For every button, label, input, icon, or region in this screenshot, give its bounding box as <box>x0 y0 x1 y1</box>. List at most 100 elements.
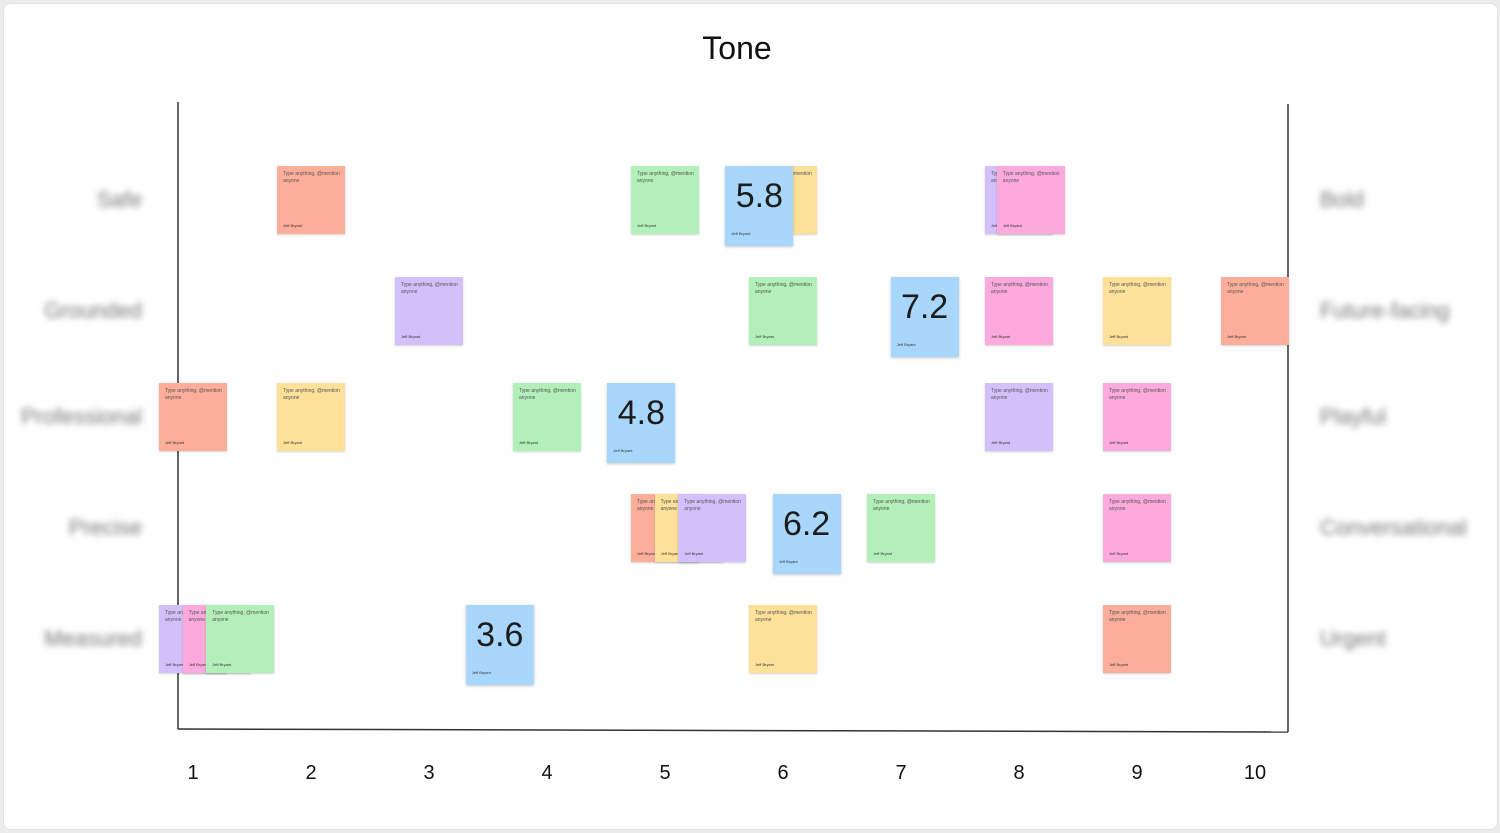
sticky-note[interactable]: Type anything, @mention anyone Jeff Bryan… <box>1103 383 1171 451</box>
average-score-note[interactable]: 5.8 Jeff Bryant <box>725 166 794 246</box>
sticky-note[interactable]: Type anything, @mention anyone Jeff Bryan… <box>1103 277 1171 345</box>
scale-frame <box>177 102 1289 733</box>
left-scale-label: Safe <box>96 187 142 212</box>
sticky-note[interactable]: Type anything, @mention anyone Jeff Bryan… <box>985 277 1053 345</box>
x-tick-label: 5 <box>659 762 671 784</box>
x-tick-label: 10 <box>1243 762 1267 784</box>
sticky-note-author: Jeff Bryant <box>684 551 704 556</box>
sticky-note[interactable]: Type anything, @mention anyone Jeff Bryan… <box>1221 277 1289 345</box>
x-axis <box>177 728 1289 733</box>
sticky-note-text: Type anything, @mention anyone <box>401 282 458 295</box>
sticky-note[interactable]: Type anything, @mention anyone Jeff Bryan… <box>867 494 935 562</box>
x-tick-label: 7 <box>895 762 907 784</box>
sticky-note[interactable]: Type anything, @mention anyone Jeff Bryan… <box>1103 605 1171 673</box>
sticky-note-text: Type anything, @mention anyone <box>1109 282 1166 295</box>
sticky-note-author: Jeff Bryant <box>283 223 303 228</box>
sticky-note-author: Jeff Bryant <box>1109 551 1129 556</box>
average-score-author: Jeff Bryant <box>471 670 491 675</box>
average-score-note[interactable]: 3.6 Jeff Bryant <box>465 605 534 685</box>
average-score-author: Jeff Bryant <box>896 342 916 347</box>
x-tick-label: 4 <box>541 762 553 784</box>
sticky-note-text: Type anything, @mention anyone <box>684 499 741 512</box>
average-score-author: Jeff Bryant <box>731 231 751 236</box>
average-score-note[interactable]: 7.2 Jeff Bryant <box>890 277 959 357</box>
right-scale-label: Urgent <box>1320 626 1387 651</box>
average-score-note[interactable]: 4.8 Jeff Bryant <box>607 383 676 463</box>
left-scale-label: Professional <box>20 404 142 429</box>
sticky-note[interactable]: Type anything, @mention anyone Jeff Bryan… <box>631 166 699 234</box>
sticky-note-author: Jeff Bryant <box>873 551 893 556</box>
sticky-note-text: Type anything, @mention anyone <box>519 388 576 401</box>
sticky-note[interactable]: Type anything, @mention anyone Jeff Bryan… <box>277 166 345 234</box>
sticky-note[interactable]: Type anything, @mention anyone Jeff Bryan… <box>749 277 817 345</box>
sticky-note-text: Type anything, @mention anyone <box>1109 610 1166 623</box>
sticky-note-author: Jeff Bryant <box>165 662 185 667</box>
sticky-note-author: Jeff Bryant <box>755 334 775 339</box>
sticky-note-author: Jeff Bryant <box>1109 662 1129 667</box>
x-tick-label: 6 <box>777 762 789 784</box>
sticky-note[interactable]: Type anything, @mention anyone Jeff Bryan… <box>985 383 1053 451</box>
sticky-note-author: Jeff Bryant <box>991 334 1011 339</box>
x-tick-label: 3 <box>423 762 435 784</box>
sticky-note-text: Type anything, @mention anyone <box>212 610 269 623</box>
sticky-note-author: Jeff Bryant <box>637 551 657 556</box>
average-score-value: 3.6 <box>476 616 524 654</box>
sticky-note-text: Type anything, @mention anyone <box>165 388 222 401</box>
sticky-note-text: Type anything, @mention anyone <box>637 171 694 184</box>
sticky-note[interactable]: Type anything, @mention anyone Jeff Bryan… <box>159 383 227 451</box>
average-score-author: Jeff Bryant <box>613 448 633 453</box>
left-scale-label: Grounded <box>44 298 142 323</box>
sticky-note-text: Type anything, @mention anyone <box>755 282 812 295</box>
sticky-note-text: Type anything, @mention anyone <box>1109 388 1166 401</box>
right-scale-label: Bold <box>1320 187 1365 212</box>
sticky-note-author: Jeff Bryant <box>1109 440 1129 445</box>
sticky-note-text: Type anything, @mention anyone <box>1002 171 1060 184</box>
sticky-note[interactable]: Type anything, @mention anyone Jeff Bryan… <box>1103 494 1171 562</box>
board-title: Tone <box>702 30 772 66</box>
x-tick-label: 8 <box>1013 762 1025 784</box>
sticky-note[interactable]: Type anything, @mention anyone Jeff Bryan… <box>749 605 817 673</box>
average-score-value: 6.2 <box>782 505 831 543</box>
average-score-value: 4.8 <box>617 394 666 432</box>
whiteboard-canvas[interactable]: Tone Safe Grounded Professional Precise Meas… <box>3 3 1498 830</box>
sticky-note-text: Type anything, @mention anyone <box>873 499 930 512</box>
sticky-note-author: Jeff Bryant <box>401 334 421 339</box>
sticky-note-author: Jeff Bryant <box>283 440 303 445</box>
x-tick-label: 2 <box>305 762 317 784</box>
sticky-note[interactable]: Type anything, @mention anyone Jeff Bryan… <box>395 277 463 345</box>
sticky-note-author: Jeff Bryant <box>660 551 680 556</box>
sticky-note-author: Jeff Bryant <box>1227 334 1247 339</box>
sticky-note-author: Jeff Bryant <box>637 223 657 228</box>
sticky-note[interactable]: Type anything, @mention anyone Jeff Bryan… <box>513 383 581 451</box>
sticky-note-author: Jeff Bryant <box>755 662 775 667</box>
sticky-note-author: Jeff Bryant <box>188 662 208 667</box>
sticky-note-text: Type anything, @mention anyone <box>283 171 340 184</box>
sticky-note[interactable]: Type anything, @mention anyone Jeff Bryan… <box>277 383 345 451</box>
sticky-note-author: Jeff Bryant <box>1002 223 1022 228</box>
left-scale-label: Precise <box>68 515 142 540</box>
sticky-note-text: Type anything, @mention anyone <box>755 610 812 623</box>
sticky-note[interactable]: Type anything, @mention anyone Jeff Bryan… <box>996 166 1065 234</box>
sticky-note-author: Jeff Bryant <box>212 662 232 667</box>
sticky-note-text: Type anything, @mention anyone <box>1109 499 1166 512</box>
sticky-note-author: Jeff Bryant <box>1109 334 1129 339</box>
sticky-note-author: Jeff Bryant <box>519 440 539 445</box>
average-score-author: Jeff Bryant <box>778 559 798 564</box>
average-score-note[interactable]: 6.2 Jeff Bryant <box>772 494 841 574</box>
sticky-note[interactable]: Type anything, @mention anyone Jeff Bryan… <box>678 494 747 562</box>
right-scale-label: Playful <box>1320 404 1387 429</box>
x-tick-label: 1 <box>187 762 199 784</box>
sticky-note-text: Type anything, @mention anyone <box>1227 282 1284 295</box>
sticky-note-author: Jeff Bryant <box>165 440 185 445</box>
sticky-note-author: Jeff Bryant <box>991 440 1011 445</box>
average-score-value: 7.2 <box>900 288 949 326</box>
average-score-value: 5.8 <box>735 177 784 215</box>
sticky-note-text: Type anything, @mention anyone <box>283 388 340 401</box>
right-scale-label: Future-facing <box>1320 298 1450 323</box>
sticky-note-text: Type anything, @mention anyone <box>991 388 1048 401</box>
left-scale-label: Measured <box>44 626 142 651</box>
sticky-note-text: Type anything, @mention anyone <box>991 282 1048 295</box>
right-scale-label: Conversational <box>1320 515 1467 540</box>
x-tick-label: 9 <box>1131 762 1143 784</box>
sticky-note[interactable]: Type anything, @mention anyone Jeff Bryan… <box>206 605 275 673</box>
